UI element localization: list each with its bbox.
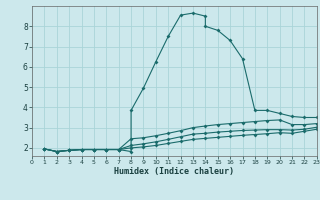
X-axis label: Humidex (Indice chaleur): Humidex (Indice chaleur) <box>115 167 234 176</box>
